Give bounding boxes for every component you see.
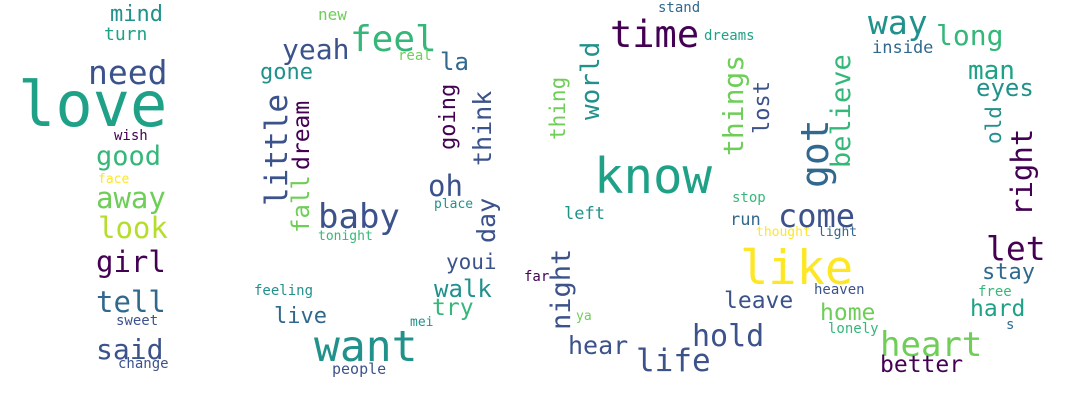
- word-let: let: [986, 229, 1046, 268]
- word-dreams: dreams: [704, 28, 755, 44]
- word-look: look: [98, 211, 168, 245]
- word-want: want: [314, 322, 418, 372]
- word-know: know: [594, 148, 713, 205]
- word-free: free: [978, 284, 1012, 300]
- word-s: s: [1006, 317, 1015, 333]
- word-try: try: [432, 295, 474, 321]
- word-sweet: sweet: [116, 313, 159, 329]
- word-said: said: [96, 333, 164, 366]
- word-people: people: [332, 360, 387, 378]
- word-thought: thought: [756, 225, 811, 240]
- word-place: place: [434, 197, 474, 212]
- word-la: la: [440, 48, 469, 76]
- word-love: love: [18, 68, 168, 141]
- word-better: better: [880, 352, 964, 378]
- word-youi: youi: [446, 250, 497, 274]
- word-yeah: yeah: [282, 33, 350, 66]
- word-man: man: [968, 56, 1015, 86]
- word-going: going: [436, 83, 461, 150]
- word-think: think: [468, 90, 497, 166]
- word-feeling: feeling: [254, 283, 314, 299]
- word-inside: inside: [872, 38, 934, 58]
- word-night: night: [546, 248, 577, 330]
- word-things: things: [717, 54, 750, 156]
- word-ya: ya: [576, 309, 592, 324]
- word-feel: feel: [350, 19, 437, 60]
- word-away: away: [96, 181, 166, 215]
- word-leave: leave: [724, 288, 794, 314]
- word-oh: oh: [428, 169, 463, 203]
- word-hold: hold: [692, 319, 765, 354]
- word-walk: walk: [434, 275, 492, 303]
- word-light: light: [818, 225, 858, 240]
- word-heart: heart: [880, 325, 983, 365]
- word-life: life: [636, 343, 711, 379]
- word-eyes: eyes: [976, 74, 1034, 102]
- word-like: like: [740, 241, 854, 296]
- word-old: old: [982, 106, 1006, 144]
- word-tonight: tonight: [318, 229, 373, 244]
- word-hear: hear: [568, 331, 629, 360]
- word-baby: baby: [318, 197, 400, 237]
- word-mei: mei: [410, 315, 434, 330]
- word-new: new: [318, 5, 347, 24]
- word-way: way: [868, 3, 928, 42]
- word-hard: hard: [970, 296, 1026, 322]
- word-heaven: heaven: [814, 282, 865, 298]
- word-thing: thing: [546, 76, 570, 140]
- word-day: day: [472, 197, 501, 243]
- word-face: face: [98, 172, 130, 187]
- word-dream: dream: [289, 100, 315, 170]
- word-live: live: [274, 304, 327, 329]
- word-need: need: [88, 53, 168, 92]
- word-time: time: [610, 13, 700, 56]
- word-wish: wish: [114, 128, 148, 144]
- word-far: far: [524, 269, 550, 285]
- word-come: come: [778, 197, 856, 235]
- word-change: change: [118, 356, 169, 372]
- word-world: world: [576, 41, 606, 120]
- word-fall: fall: [287, 175, 315, 233]
- word-mind: mind: [110, 2, 163, 27]
- word-tell: tell: [96, 285, 166, 319]
- word-good: good: [96, 141, 162, 172]
- word-home: home: [820, 300, 876, 326]
- word-left: left: [564, 204, 605, 224]
- word-lonely: lonely: [828, 321, 879, 337]
- word-stand: stand: [658, 0, 701, 16]
- word-right: right: [1005, 128, 1039, 216]
- word-long: long: [936, 19, 1004, 52]
- word-stop: stop: [732, 190, 766, 206]
- word-real: real: [398, 48, 432, 64]
- word-believe: believe: [826, 54, 857, 168]
- word-girl: girl: [96, 245, 166, 279]
- word-run: run: [730, 210, 761, 230]
- word-lost: lost: [750, 81, 775, 134]
- word-turn: turn: [104, 24, 148, 45]
- word-gone: gone: [260, 60, 313, 85]
- word-stay: stay: [982, 260, 1035, 285]
